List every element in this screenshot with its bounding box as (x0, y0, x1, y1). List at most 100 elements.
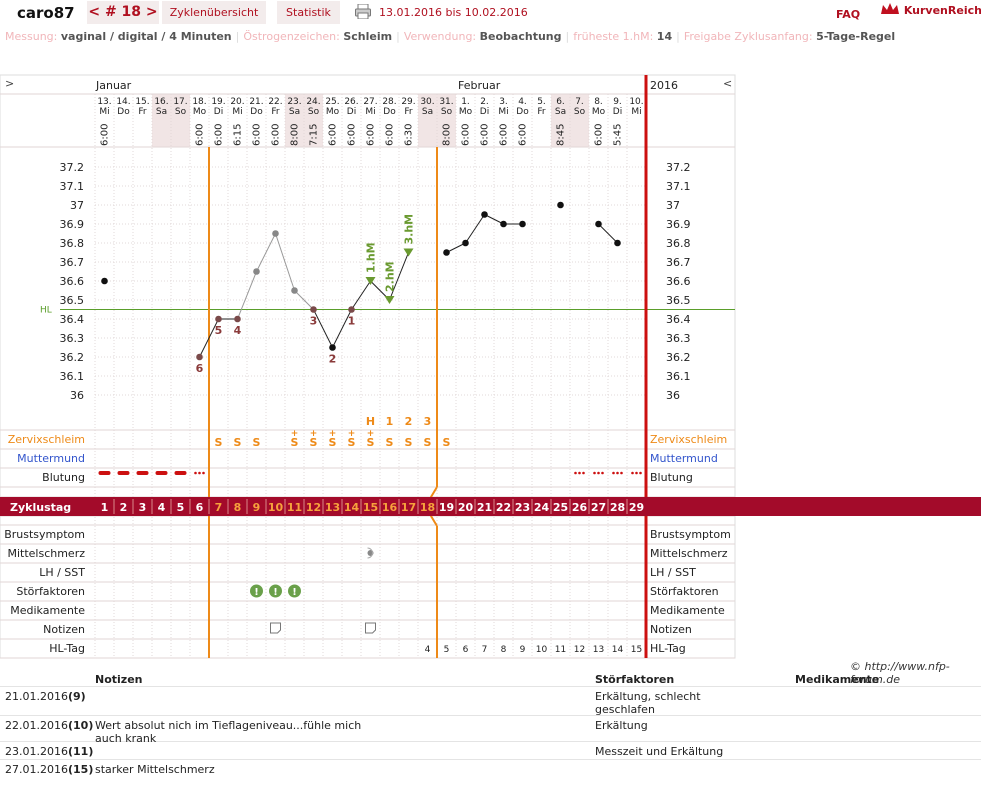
date-number: 7. (575, 97, 584, 107)
exclamation-glyph: ! (273, 587, 278, 598)
date-number: 23. (287, 97, 301, 107)
row-disturbance: Messzeit und Erkältung (595, 745, 724, 758)
cervix-symbol: S (405, 436, 413, 449)
measure-time: 8:45 (556, 124, 567, 146)
logo[interactable]: KurvenReich (880, 2, 981, 17)
weekday-label: Mo (459, 107, 473, 117)
measure-time: 6:30 (404, 124, 415, 146)
hl-day-number: 11 (555, 645, 566, 655)
cycle-day-number: 2 (120, 501, 128, 514)
cycle-day-number: 1 (101, 501, 109, 514)
cycle-day-number: 28 (610, 501, 625, 514)
cycle-day-number: 11 (287, 501, 302, 514)
cycle-day-number: 23 (515, 501, 530, 514)
y-tick-label: 36.9 (60, 218, 85, 231)
weekend-shade (304, 94, 323, 147)
faq-link[interactable]: FAQ (836, 8, 861, 21)
cycle-day-number: 16 (382, 501, 398, 514)
temperature-segment (294, 290, 314, 310)
bleeding-spot-mark (635, 471, 638, 475)
higher-measurement-label: 2.hM (384, 261, 397, 292)
hl-day-number: 9 (520, 645, 526, 655)
printer-icon[interactable] (355, 4, 371, 19)
hl-day-number: 8 (501, 645, 507, 655)
cervix-plus: + (310, 429, 318, 439)
temperature-point (348, 306, 355, 313)
row-label-right: Mittelschmerz (650, 547, 728, 560)
date-number: 3. (499, 97, 508, 107)
row-label: Blutung (42, 471, 85, 484)
tab-cycle-overview[interactable]: Zyklenübersicht (162, 1, 266, 24)
cervix-plus: + (329, 429, 337, 439)
row-label-right: Notizen (650, 623, 692, 636)
weekend-shade (152, 94, 171, 147)
row-date: 21.01.2016 (5, 690, 68, 703)
row-label: HL-Tag (49, 642, 85, 655)
info-value: 5-Tage-Regel (816, 30, 896, 43)
date-number: 18. (192, 97, 206, 107)
measure-time: 8:00 (442, 124, 453, 146)
temperature-segment (313, 309, 333, 348)
temperature-segment (465, 214, 485, 244)
row-cycle-day: (15) (68, 763, 94, 776)
header-disturbances: Störfaktoren (595, 673, 675, 686)
higher-measurement-label: 1.hM (365, 242, 378, 273)
date-number: 15. (135, 97, 149, 107)
y-tick-label-right: 37 (666, 199, 680, 212)
temperature-segment (446, 242, 466, 253)
temperature-point (614, 239, 621, 247)
weekday-label: Mo (592, 107, 606, 117)
temperature-point (443, 249, 450, 256)
temperature-point (310, 306, 317, 313)
cycle-navigator[interactable]: < # 18 > (87, 1, 159, 24)
y-tick-label-right: 36.9 (666, 218, 691, 231)
row-date: 23.01.2016 (5, 745, 68, 758)
peak-marker: H (366, 415, 375, 428)
date-number: 16. (154, 97, 168, 107)
hl-day-number: 6 (463, 645, 469, 655)
cervix-symbol: S (329, 436, 337, 449)
temperature-point (215, 315, 222, 323)
y-tick-label: 37.2 (60, 161, 85, 174)
y-tick-label: 36.6 (60, 275, 85, 288)
cycle-day-number: 7 (215, 501, 223, 514)
month-label-january: Januar (95, 79, 132, 92)
hl-day-number: 10 (536, 645, 548, 655)
table-row: 27.01.2016 (15) starker Mittelschmerz (0, 760, 981, 777)
temperature-segment (351, 280, 371, 310)
y-tick-label: 37.1 (60, 180, 85, 193)
row-label: Medikamente (10, 604, 85, 617)
notes-table: Notizen Störfaktoren Medikamente 21.01.2… (0, 672, 981, 777)
cycle-day-number: 13 (325, 501, 340, 514)
bleeding-spot-mark (194, 471, 197, 475)
y-tick-label: 36.3 (60, 332, 85, 345)
temperature-point (253, 268, 260, 275)
date-number: 13. (97, 97, 111, 107)
weekend-shade (437, 94, 456, 147)
measure-time: 6:00 (214, 124, 225, 146)
cycle-day-number: 4 (158, 501, 166, 514)
measure-time: 6:15 (233, 124, 244, 146)
peak-marker: 1 (386, 415, 394, 428)
measure-time: 6:00 (271, 124, 282, 146)
weekday-label: Do (383, 107, 396, 117)
weekday-label: Sa (422, 107, 433, 117)
measure-time: 6:00 (328, 124, 339, 146)
date-number: 26. (344, 97, 358, 107)
tab-statistics[interactable]: Statistik (277, 1, 340, 24)
cervix-symbol: S (234, 436, 242, 449)
bleeding-heavy-mark (155, 471, 168, 475)
top-bar: caro87 < # 18 > Zyklenübersicht Statisti… (0, 0, 981, 26)
measure-time: 6:00 (366, 124, 377, 146)
temperature-point (519, 220, 526, 228)
row-label: Brustsymptom (4, 528, 85, 541)
date-range: 13.01.2016 bis 10.02.2016 (379, 6, 528, 19)
temperature-segment (275, 233, 295, 291)
temperature-point (196, 353, 203, 361)
row-cycle-day: (9) (68, 690, 86, 703)
row-date: 22.01.2016 (5, 719, 68, 732)
weekday-label: Sa (289, 107, 300, 117)
cycle-day-number: 26 (572, 501, 588, 514)
lower-temp-label: 5 (215, 324, 223, 337)
row-label-right: Störfaktoren (650, 585, 719, 598)
